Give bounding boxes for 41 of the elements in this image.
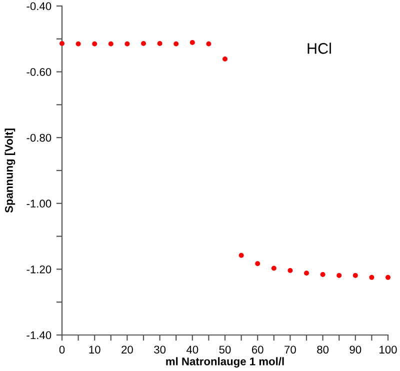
point — [92, 41, 98, 46]
x-tick-label: 50 — [219, 346, 231, 354]
x-tick-label: 90 — [350, 346, 362, 354]
point — [271, 266, 276, 271]
x-tick-label: 70 — [284, 346, 296, 354]
x-tick-label: 100 — [380, 346, 397, 354]
x-tick-label: 0 — [59, 346, 65, 354]
point — [304, 270, 309, 276]
point — [352, 272, 358, 278]
point — [255, 261, 260, 266]
y-tick-label: -1.00 — [26, 200, 52, 208]
y-tick-label: -0.80 — [26, 134, 52, 142]
point — [124, 41, 130, 46]
point — [369, 274, 374, 280]
point — [238, 252, 244, 258]
point — [190, 40, 195, 46]
y-tick-label: -0.60 — [26, 68, 52, 76]
x-tick-label: 10 — [89, 346, 100, 354]
x-tick-label: 40 — [186, 346, 198, 354]
y-tick-label: -0.40 — [26, 2, 52, 10]
point — [108, 41, 114, 46]
point — [76, 41, 81, 46]
point — [174, 41, 179, 46]
point — [60, 41, 64, 46]
point — [320, 272, 326, 277]
point — [206, 41, 212, 46]
point — [336, 272, 342, 278]
x-axis-title: ml Natronlauge 1 mol/l — [166, 357, 284, 368]
x-tick-label: 20 — [122, 346, 133, 354]
point — [222, 56, 228, 62]
x-tick-label: 30 — [154, 346, 166, 354]
point — [141, 41, 146, 46]
x-tick-label: 60 — [252, 346, 264, 354]
y-axis-title: Spannung [Volt] — [4, 128, 16, 213]
annotation: HCl — [308, 42, 331, 54]
point — [288, 268, 293, 274]
y-tick-label: -1.20 — [26, 265, 52, 274]
point — [386, 274, 390, 280]
x-tick-label: 80 — [317, 346, 329, 354]
y-tick-label: -1.40 — [26, 331, 52, 340]
point — [157, 41, 162, 46]
